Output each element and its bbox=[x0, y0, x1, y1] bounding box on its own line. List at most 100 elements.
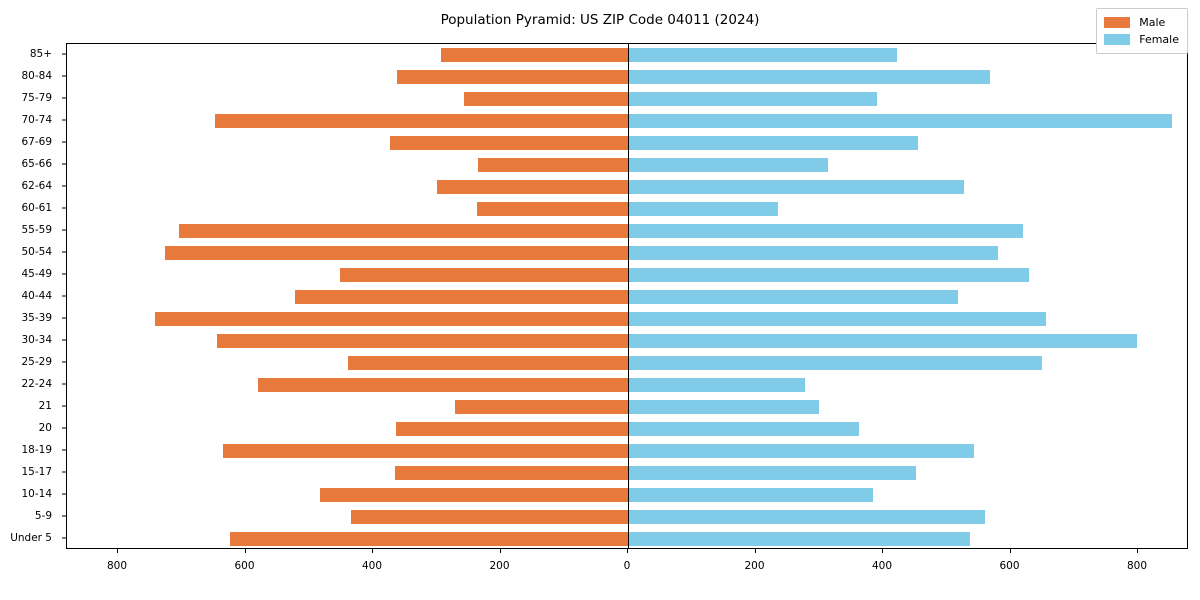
y-tick-label: 55-59 bbox=[21, 223, 52, 236]
bar-female-62-64 bbox=[628, 180, 964, 194]
bar-row bbox=[67, 224, 1187, 238]
bar-female-40-44 bbox=[628, 290, 959, 304]
bar-male-5-9 bbox=[351, 510, 628, 524]
bar-row bbox=[67, 466, 1187, 480]
y-tick-mark bbox=[62, 339, 66, 341]
y-tick-mark bbox=[62, 383, 66, 385]
legend-label: Male bbox=[1139, 16, 1166, 29]
legend-label: Female bbox=[1139, 33, 1179, 46]
y-tick-mark bbox=[62, 515, 66, 517]
bar-female-35-39 bbox=[628, 312, 1046, 326]
bar-male-45-49 bbox=[340, 268, 628, 282]
bar-female-80-84 bbox=[628, 70, 991, 84]
bar-row bbox=[67, 70, 1187, 84]
bar-male-21 bbox=[454, 400, 628, 414]
bar-female-21 bbox=[628, 400, 819, 414]
legend: Male Female bbox=[1096, 8, 1188, 54]
y-tick-label: 30-34 bbox=[21, 333, 52, 346]
y-tick-mark bbox=[62, 163, 66, 165]
y-tick-label: 67-69 bbox=[21, 135, 52, 148]
y-tick-mark bbox=[62, 471, 66, 473]
bar-row bbox=[67, 180, 1187, 194]
bar-row bbox=[67, 488, 1187, 502]
bar-male-75-79 bbox=[464, 92, 628, 106]
y-tick-mark bbox=[62, 97, 66, 99]
bar-row bbox=[67, 202, 1187, 216]
bar-female-20 bbox=[628, 422, 859, 436]
y-tick-mark bbox=[62, 207, 66, 209]
bar-female-30-34 bbox=[628, 334, 1137, 348]
bar-female-55-59 bbox=[628, 224, 1024, 238]
legend-swatch-icon bbox=[1104, 34, 1131, 45]
x-tick-mark bbox=[244, 549, 246, 553]
bar-female-70-74 bbox=[628, 114, 1172, 128]
bar-female-50-54 bbox=[628, 246, 998, 260]
legend-entry-female[interactable]: Female bbox=[1104, 31, 1179, 48]
y-tick-mark bbox=[62, 405, 66, 407]
bar-female-60-61 bbox=[628, 202, 779, 216]
x-tick-label: 800 bbox=[1126, 560, 1148, 572]
bar-female-5-9 bbox=[628, 510, 985, 524]
legend-swatch-icon bbox=[1104, 17, 1131, 28]
bar-row bbox=[67, 444, 1187, 458]
y-tick-mark bbox=[62, 537, 66, 539]
bar-male-30-34 bbox=[216, 334, 628, 348]
bar-female-22-24 bbox=[628, 378, 806, 392]
bar-male-20 bbox=[395, 422, 628, 436]
legend-entry-male[interactable]: Male bbox=[1104, 14, 1179, 31]
bar-male-55-59 bbox=[178, 224, 628, 238]
y-tick-mark bbox=[62, 185, 66, 187]
bar-row bbox=[67, 136, 1187, 150]
bar-male-62-64 bbox=[436, 180, 628, 194]
bar-female-75-79 bbox=[628, 92, 877, 106]
bar-male-22-24 bbox=[258, 378, 628, 392]
bar-row bbox=[67, 510, 1187, 524]
x-tick-label: 0 bbox=[623, 560, 631, 572]
plot-area bbox=[66, 43, 1188, 549]
y-tick-label: 20 bbox=[38, 421, 52, 434]
y-tick-label: 35-39 bbox=[21, 311, 52, 324]
y-tick-label: 50-54 bbox=[21, 245, 52, 258]
bar-female-25-29 bbox=[628, 356, 1043, 370]
bar-row bbox=[67, 92, 1187, 106]
x-tick-mark bbox=[1137, 549, 1138, 553]
y-tick-label: 22-24 bbox=[21, 377, 52, 390]
bar-male-15-17 bbox=[394, 466, 628, 480]
x-tick-label: 800 bbox=[106, 560, 128, 572]
bar-male-80-84 bbox=[396, 70, 628, 84]
x-tick-label: 400 bbox=[361, 560, 383, 572]
y-tick-label: 21 bbox=[38, 399, 52, 412]
bar-row bbox=[67, 532, 1187, 546]
y-tick-label: 80-84 bbox=[21, 69, 52, 82]
x-tick-mark bbox=[1009, 549, 1011, 553]
bar-row bbox=[67, 312, 1187, 326]
bar-female-65-66 bbox=[628, 158, 828, 172]
bar-row bbox=[67, 114, 1187, 128]
bar-female-under-5 bbox=[628, 532, 970, 546]
bar-male-70-74 bbox=[214, 114, 628, 128]
y-tick-label: 62-64 bbox=[21, 179, 52, 192]
y-tick-label: 85+ bbox=[29, 47, 52, 60]
x-tick-label: 600 bbox=[999, 560, 1020, 572]
bar-female-85- bbox=[628, 48, 898, 62]
y-tick-mark bbox=[62, 251, 66, 253]
x-tick-label: 400 bbox=[871, 560, 893, 572]
zero-axis-line bbox=[628, 44, 629, 548]
x-tick-mark bbox=[117, 549, 118, 553]
y-tick-label: 18-19 bbox=[21, 443, 52, 456]
y-tick-label: 45-49 bbox=[21, 267, 52, 280]
bar-male-60-61 bbox=[476, 202, 628, 216]
bar-row bbox=[67, 356, 1187, 370]
y-tick-label: 40-44 bbox=[21, 289, 52, 302]
x-tick-mark bbox=[372, 549, 373, 553]
y-tick-mark bbox=[62, 141, 66, 143]
x-tick-mark bbox=[627, 549, 628, 553]
bar-female-10-14 bbox=[628, 488, 874, 502]
bar-row bbox=[67, 48, 1187, 62]
y-tick-label: Under 5 bbox=[10, 531, 52, 544]
bar-male-18-19 bbox=[223, 444, 628, 458]
bar-male-65-66 bbox=[477, 158, 628, 172]
bar-female-67-69 bbox=[628, 136, 919, 150]
bar-female-15-17 bbox=[628, 466, 917, 480]
